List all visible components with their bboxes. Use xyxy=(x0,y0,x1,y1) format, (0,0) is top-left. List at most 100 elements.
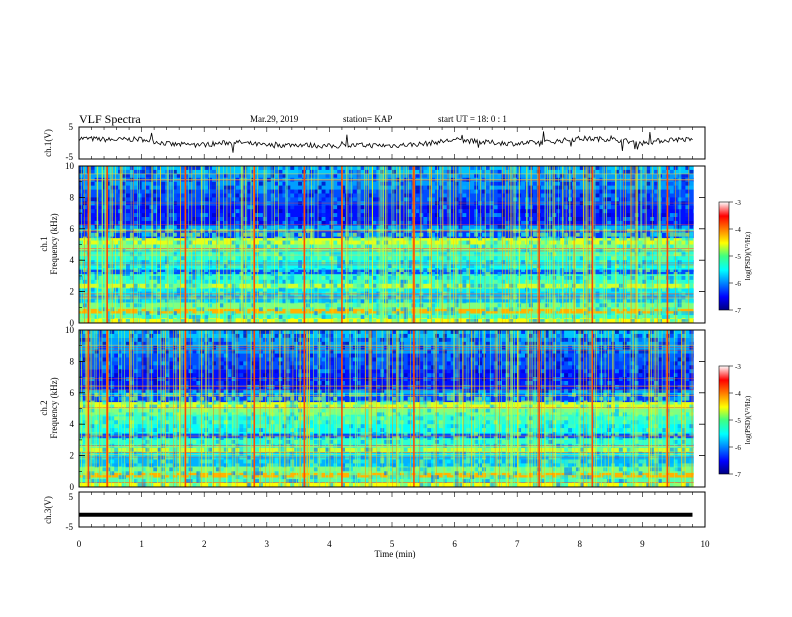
spectrogram-cell xyxy=(427,296,431,300)
spectrogram-cell xyxy=(196,401,200,405)
spectrogram-cell xyxy=(208,319,212,323)
spectrogram-cell xyxy=(376,229,380,233)
spectrogram-cell xyxy=(443,182,447,186)
spectrogram-cell xyxy=(255,471,259,475)
spectrogram-cell xyxy=(443,288,447,292)
spectrogram-cell xyxy=(533,209,537,213)
spectrogram-cell xyxy=(91,182,95,186)
spectrogram-cell xyxy=(161,393,165,397)
spectrogram-cell xyxy=(259,389,263,393)
spectrogram-cell xyxy=(255,233,259,237)
spectrogram-cell xyxy=(161,409,165,413)
spectrogram-cell xyxy=(196,397,200,401)
spectrogram-cell xyxy=(110,358,114,362)
spectrogram-cell xyxy=(384,296,388,300)
spectrogram-cell xyxy=(337,475,341,479)
spectrogram-cell xyxy=(596,197,600,201)
spectrogram-cell xyxy=(294,334,298,338)
spectrogram-cell xyxy=(506,252,510,256)
spectrogram-cell xyxy=(271,194,275,198)
spectrogram-cell xyxy=(236,444,240,448)
spectrogram-cell xyxy=(349,338,353,342)
spectrogram-cell xyxy=(376,280,380,284)
spectrogram-cell xyxy=(110,460,114,464)
spectrogram-cell xyxy=(521,241,525,245)
spectrogram-cell xyxy=(169,401,173,405)
spectrogram-cell xyxy=(486,174,490,178)
spectrogram-cell xyxy=(455,256,459,260)
spectrogram-cell xyxy=(138,401,142,405)
spectrogram-cell xyxy=(290,256,294,260)
spectrogram-cell xyxy=(322,354,326,358)
spectrogram-cell xyxy=(169,483,173,487)
spectrogram-cell xyxy=(646,276,650,280)
spectrogram-cell xyxy=(646,182,650,186)
spectrogram-cell xyxy=(165,385,169,389)
spectrogram-cell xyxy=(142,299,146,303)
spectrogram-cell xyxy=(333,233,337,237)
spectrogram-cell xyxy=(576,252,580,256)
spectrogram-cell xyxy=(114,346,118,350)
spectrogram-cell xyxy=(607,229,611,233)
spectrogram-cell xyxy=(416,237,420,241)
spectrogram-cell xyxy=(470,225,474,229)
spectrogram-cell xyxy=(122,463,126,467)
spectrogram-cell xyxy=(208,252,212,256)
spectrogram-cell xyxy=(169,467,173,471)
spectrogram-cell xyxy=(470,190,474,194)
spectrogram-cell xyxy=(435,213,439,217)
spectrogram-cell xyxy=(349,389,353,393)
spectrogram-cell xyxy=(196,334,200,338)
spectrogram-cell xyxy=(462,268,466,272)
spectrogram-cell xyxy=(662,213,666,217)
spectrogram-cell xyxy=(161,307,165,311)
spectrogram-cell xyxy=(236,334,240,338)
spectrogram-cell xyxy=(95,463,99,467)
spectrogram-cell xyxy=(521,268,525,272)
spectrogram-cell xyxy=(365,237,369,241)
spectrogram-cell xyxy=(388,268,392,272)
spectrogram-cell xyxy=(83,217,87,221)
spectrogram-cell xyxy=(196,229,200,233)
spectrogram-cell xyxy=(110,369,114,373)
colorbar-tick-label: -5 xyxy=(735,253,741,261)
spectrogram-cell xyxy=(224,448,228,452)
spectrogram-cell xyxy=(212,194,216,198)
spectrogram-cell xyxy=(138,373,142,377)
spectrogram-cell xyxy=(114,365,118,369)
spectrogram-cell xyxy=(122,483,126,487)
spectrogram-cell xyxy=(95,381,99,385)
spectrogram-cell xyxy=(498,182,502,186)
spectrogram-cell xyxy=(427,205,431,209)
spectrogram-cell xyxy=(416,233,420,237)
spectrogram-cell xyxy=(470,319,474,323)
spectrogram-cell xyxy=(271,197,275,201)
spectrogram-cell xyxy=(423,268,427,272)
spectrogram-cell xyxy=(255,221,259,225)
spectrogram-cell xyxy=(298,174,302,178)
spectrogram-cell xyxy=(196,311,200,315)
spectrogram-cell xyxy=(161,475,165,479)
spectrogram-cell xyxy=(286,460,290,464)
spectrogram-cell xyxy=(478,256,482,260)
spectrogram-cell xyxy=(161,365,165,369)
spectrogram-cell xyxy=(110,365,114,369)
spectrogram-cell xyxy=(333,319,337,323)
spectrogram-cell xyxy=(333,166,337,170)
spectrogram-cell xyxy=(232,225,236,229)
spectrogram-cell xyxy=(333,209,337,213)
spectrogram-cell xyxy=(416,260,420,264)
spectrogram-cell xyxy=(361,209,365,213)
spectrogram-cell xyxy=(416,299,420,303)
spectrogram-cell xyxy=(255,436,259,440)
spectrogram-cell xyxy=(376,299,380,303)
spectrogram-cell xyxy=(146,186,150,190)
spectrogram-cell xyxy=(345,245,349,249)
spectrogram-cell xyxy=(275,393,279,397)
spectrogram-cell xyxy=(541,311,545,315)
spectrogram-cell xyxy=(83,268,87,272)
spectrogram-cell xyxy=(224,416,228,420)
spectrogram-cell xyxy=(322,272,326,276)
spectrogram-cell xyxy=(110,444,114,448)
spectrogram-cell xyxy=(259,354,263,358)
